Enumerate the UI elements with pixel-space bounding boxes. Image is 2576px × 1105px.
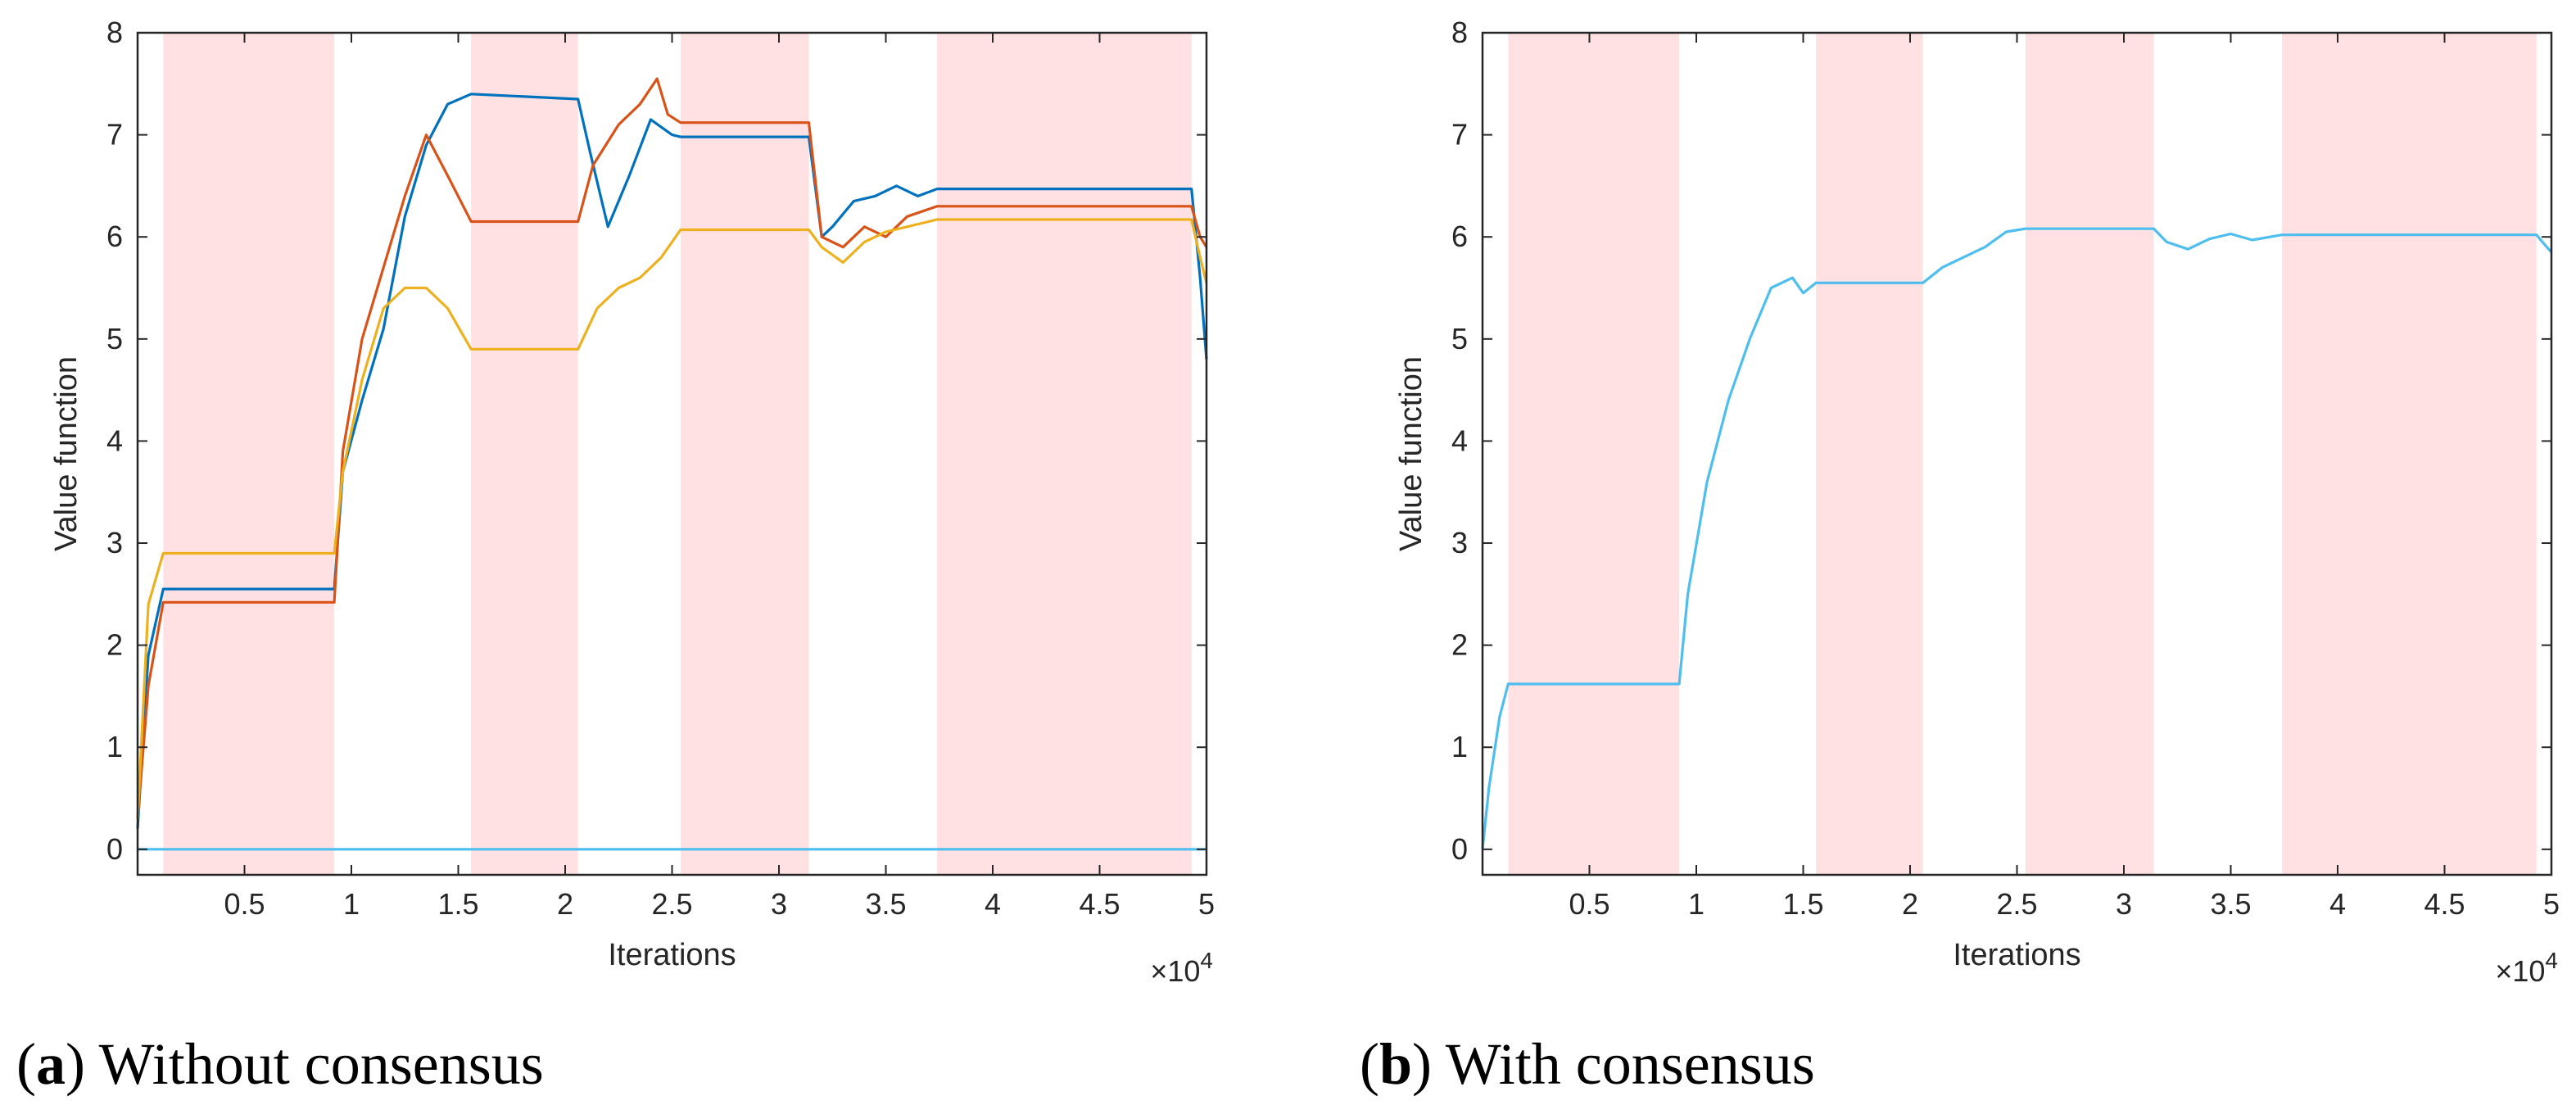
y-tick-label-a-7: 6 bbox=[106, 220, 123, 253]
shaded-region-b-4 bbox=[2282, 33, 2537, 875]
y-tick-label-a-8: 7 bbox=[106, 118, 123, 152]
x-exponent-label-b: ×104 bbox=[2495, 948, 2558, 988]
y-tick-label-b-7: 6 bbox=[1451, 220, 1468, 253]
x-tick-label-b-1: 0.5 bbox=[1569, 887, 1609, 921]
y-tick-label-a-9: 8 bbox=[106, 16, 123, 49]
y-tick-label-a-1: 0 bbox=[106, 832, 123, 866]
x-tick-label-b-10: 5 bbox=[2543, 887, 2560, 921]
y-tick-label-b-3: 2 bbox=[1451, 628, 1468, 662]
x-exponent-power-b: 4 bbox=[2545, 948, 2558, 973]
series-line-a-1 bbox=[136, 93, 1208, 829]
caption-b: (b) With consensus bbox=[1360, 1031, 1815, 1097]
x-tick-label-a-1: 0.5 bbox=[224, 887, 265, 921]
x-tick-label-b-7: 3.5 bbox=[2210, 887, 2251, 921]
y-tick-label-a-4: 3 bbox=[106, 526, 123, 559]
shaded-region-a-2 bbox=[471, 33, 578, 875]
shaded-region-b-1 bbox=[1508, 33, 1680, 875]
x-tick-label-a-3: 1.5 bbox=[437, 887, 478, 921]
y-tick-label-a-6: 5 bbox=[106, 322, 123, 356]
x-tick-label-a-8: 4 bbox=[985, 887, 1001, 921]
caption-a-tag: a bbox=[35, 1031, 66, 1097]
x-tick-label-a-7: 3.5 bbox=[865, 887, 906, 921]
x-tick-label-a-10: 5 bbox=[1198, 887, 1215, 921]
chart-panel-a: 0.5 1 1.5 2 2.5 3 3.5 4 4.5 5 0 1 2 3 4 5 6 7 8 Iterations V… bbox=[49, 16, 1215, 988]
x-tick-label-b-5: 2.5 bbox=[1996, 887, 2037, 921]
series-line-a-3 bbox=[136, 218, 1208, 819]
shaded-region-b-2 bbox=[1816, 33, 1923, 875]
y-tick-label-b-9: 8 bbox=[1451, 16, 1468, 49]
y-tick-label-b-1: 0 bbox=[1451, 832, 1468, 866]
caption-b-text: With consensus bbox=[1445, 1031, 1815, 1097]
x-tick-label-b-6: 3 bbox=[2116, 887, 2132, 921]
y-tick-label-a-2: 1 bbox=[106, 730, 123, 763]
x-exponent-label-a: ×104 bbox=[1150, 948, 1213, 988]
y-tick-label-a-5: 4 bbox=[106, 423, 123, 457]
series-line-a-2 bbox=[136, 77, 1208, 819]
x-tick-label-b-2: 1 bbox=[1688, 887, 1705, 921]
y-axis-title-a: Value function bbox=[49, 356, 84, 551]
caption-a-text: Without consensus bbox=[98, 1031, 544, 1097]
x-tick-label-b-3: 1.5 bbox=[1782, 887, 1823, 921]
x-tick-label-b-4: 2 bbox=[1902, 887, 1918, 921]
x-tick-label-a-4: 2 bbox=[557, 887, 573, 921]
series-line-b-1 bbox=[1481, 227, 2553, 849]
x-axis-title-a: Iterations bbox=[608, 938, 736, 972]
x-tick-label-a-5: 2.5 bbox=[651, 887, 692, 921]
caption-b-tag: b bbox=[1379, 1031, 1413, 1097]
y-tick-label-b-6: 5 bbox=[1451, 322, 1468, 356]
y-tick-label-a-3: 2 bbox=[106, 628, 123, 662]
x-tick-label-a-6: 3 bbox=[771, 887, 787, 921]
caption-a: (a) Without consensus bbox=[16, 1031, 544, 1097]
shaded-region-a-4 bbox=[937, 33, 1192, 875]
shaded-region-b-3 bbox=[2025, 33, 2154, 875]
x-axis-title-b: Iterations bbox=[1953, 938, 2080, 972]
x-exponent-power-a: 4 bbox=[1200, 948, 1213, 973]
chart-panel-b: 0.5 1 1.5 2 2.5 3 3.5 4 4.5 5 0 1 2 3 4 5 6 7 8 Iterations V… bbox=[1394, 16, 2560, 988]
x-tick-label-b-9: 4.5 bbox=[2424, 887, 2465, 921]
y-tick-label-b-2: 1 bbox=[1451, 730, 1468, 763]
y-tick-label-b-5: 4 bbox=[1451, 423, 1468, 457]
y-axis-title-b: Value function bbox=[1394, 356, 1428, 551]
x-tick-label-b-8: 4 bbox=[2329, 887, 2346, 921]
shaded-region-a-3 bbox=[680, 33, 809, 875]
x-tick-label-a-2: 1 bbox=[343, 887, 360, 921]
shaded-region-a-1 bbox=[163, 33, 335, 875]
y-tick-label-b-4: 3 bbox=[1451, 526, 1468, 559]
y-tick-label-b-8: 7 bbox=[1451, 118, 1468, 152]
x-tick-label-a-9: 4.5 bbox=[1079, 887, 1120, 921]
